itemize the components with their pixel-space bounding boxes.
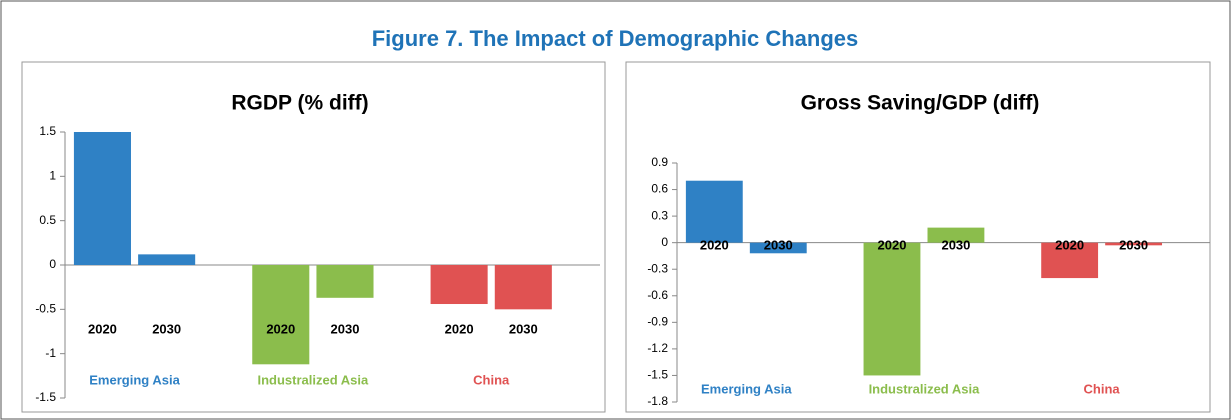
bar xyxy=(927,227,985,243)
y-tick-label: 0.3 xyxy=(651,208,668,222)
bar xyxy=(430,265,488,305)
y-tick-label: 1 xyxy=(49,169,56,183)
bar xyxy=(494,265,552,310)
year-label: 2020 xyxy=(878,237,907,252)
bar xyxy=(316,265,374,298)
bar xyxy=(1105,242,1163,246)
y-tick-label: 0 xyxy=(661,235,668,249)
year-label: 2020 xyxy=(700,237,729,252)
bar xyxy=(1041,242,1099,279)
y-tick-label: -1.5 xyxy=(647,368,668,382)
y-tick-label: -0.6 xyxy=(647,288,668,302)
y-tick-label: 1.5 xyxy=(39,124,56,138)
bar xyxy=(685,180,743,243)
y-tick-label: -1.5 xyxy=(35,390,56,404)
year-label: 2020 xyxy=(88,321,117,336)
y-tick-label: -0.5 xyxy=(35,302,56,316)
y-tick-label: -0.3 xyxy=(647,261,668,275)
bar xyxy=(73,132,131,265)
y-tick-label: 0.6 xyxy=(651,182,668,196)
chart-title: RGDP (% diff) xyxy=(231,92,368,115)
y-tick-label: 0.5 xyxy=(39,213,56,227)
chart-title: Gross Saving/GDP (diff) xyxy=(801,92,1040,115)
category-label: China xyxy=(473,372,510,387)
bar xyxy=(749,242,807,254)
year-label: 2030 xyxy=(331,321,360,336)
y-tick-label: 0.9 xyxy=(651,155,668,169)
category-label: China xyxy=(1084,381,1121,396)
year-label: 2030 xyxy=(1119,237,1148,252)
year-label: 2030 xyxy=(152,321,181,336)
bar xyxy=(863,242,921,376)
year-label: 2030 xyxy=(509,321,538,336)
category-label: Industralized Asia xyxy=(257,372,369,387)
y-tick-label: -0.9 xyxy=(647,315,668,329)
category-label: Emerging Asia xyxy=(701,381,792,396)
year-label: 2020 xyxy=(1055,237,1084,252)
bar xyxy=(252,265,310,365)
y-tick-label: -1 xyxy=(45,346,56,360)
year-label: 2020 xyxy=(266,321,295,336)
y-tick-label: -1.8 xyxy=(647,394,668,408)
y-tick-label: 0 xyxy=(49,257,56,271)
category-label: Emerging Asia xyxy=(89,372,180,387)
y-tick-label: -1.2 xyxy=(647,341,668,355)
year-label: 2030 xyxy=(764,237,793,252)
category-label: Industralized Asia xyxy=(869,381,981,396)
bar xyxy=(138,254,196,265)
year-label: 2030 xyxy=(941,237,970,252)
figure-title: Figure 7. The Impact of Demographic Chan… xyxy=(372,26,859,51)
year-label: 2020 xyxy=(445,321,474,336)
